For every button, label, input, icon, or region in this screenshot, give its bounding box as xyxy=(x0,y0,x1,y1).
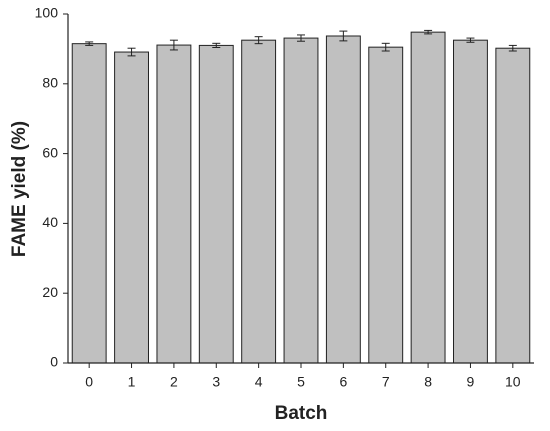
bar xyxy=(325,35,361,364)
x-tick-label: 7 xyxy=(382,374,390,390)
error-bar xyxy=(127,47,136,57)
bar xyxy=(453,39,488,364)
error-bar xyxy=(254,36,263,45)
x-axis-title: Batch xyxy=(275,403,328,424)
x-tick-label: 3 xyxy=(212,374,220,390)
error-bar xyxy=(381,42,390,52)
bar xyxy=(114,51,149,364)
y-tick-label: 60 xyxy=(42,144,58,160)
error-bar xyxy=(297,34,305,42)
error-bar xyxy=(212,42,221,49)
x-tick-label: 4 xyxy=(255,374,263,390)
bar xyxy=(156,44,192,364)
x-tick-label: 8 xyxy=(424,374,432,390)
x-tick-label: 2 xyxy=(170,374,178,390)
error-bar xyxy=(339,30,348,42)
y-tick-label: 0 xyxy=(50,354,58,370)
error-bar xyxy=(169,39,178,51)
x-tick-label: 5 xyxy=(297,374,305,390)
error-bar xyxy=(85,41,94,46)
error-bar xyxy=(424,29,433,35)
bar xyxy=(71,43,107,364)
x-tick-label: 10 xyxy=(505,374,521,390)
y-axis-title: FAME yield (%) xyxy=(9,121,30,257)
y-tick-label: 40 xyxy=(42,214,58,230)
x-tick-label: 0 xyxy=(85,374,93,390)
bar xyxy=(283,37,319,364)
bar xyxy=(241,39,277,364)
bar xyxy=(495,47,531,364)
x-tick-label: 9 xyxy=(467,374,475,390)
y-tick-label: 100 xyxy=(35,5,59,21)
x-tick-label: 6 xyxy=(339,374,347,390)
y-tick-label: 80 xyxy=(42,75,58,91)
y-tick-label: 20 xyxy=(42,284,58,300)
bar xyxy=(198,44,234,364)
bar xyxy=(410,31,446,364)
bar xyxy=(368,46,404,364)
error-bar xyxy=(466,37,475,43)
x-tick-label: 1 xyxy=(128,374,136,390)
error-bar xyxy=(508,44,517,52)
